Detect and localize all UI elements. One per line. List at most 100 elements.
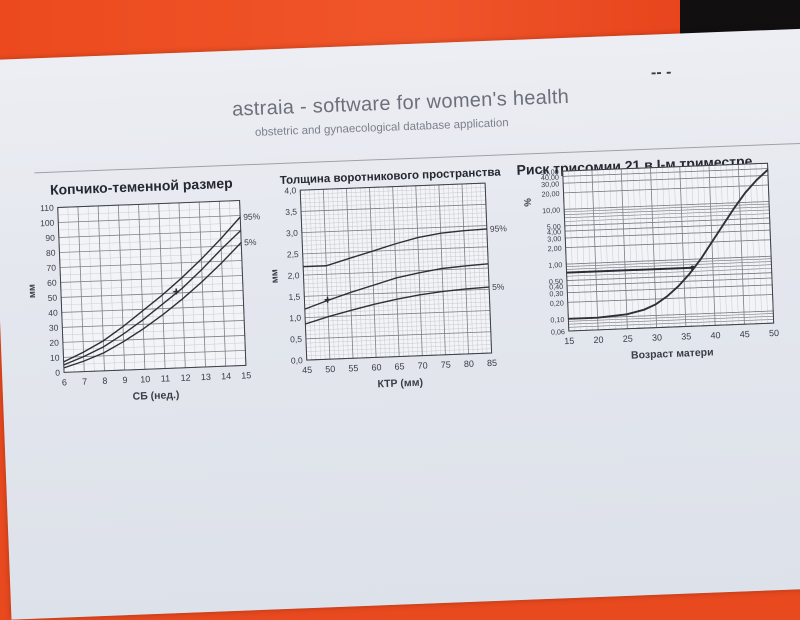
y-gridline (62, 320, 245, 328)
series-label: 95% (490, 223, 508, 234)
x-tick-label: 30 (652, 332, 662, 342)
x-axis-label: СБ (нед.) (132, 389, 179, 403)
minor-gridline (685, 166, 692, 327)
y-tick-label: 0,0 (291, 355, 303, 365)
minor-gridline (597, 169, 605, 330)
minor-gridline (615, 169, 622, 329)
x-gridline (117, 205, 126, 371)
y-tick-label: 50 (48, 293, 58, 303)
x-gridline (178, 202, 186, 368)
x-tick-label: 15 (564, 336, 574, 346)
x-tick-label: 9 (122, 375, 127, 385)
log-gridline (566, 261, 772, 270)
series-label: 95% (243, 211, 261, 222)
series-line-3 (63, 242, 242, 369)
chart1-frame (57, 200, 247, 373)
patient-marker (173, 288, 180, 295)
x-tick-label: 55 (348, 363, 358, 373)
minor-gridline (148, 204, 156, 369)
y-gridline (301, 225, 487, 234)
x-tick-label: 20 (593, 335, 603, 345)
y-tick-label: 1,0 (289, 313, 301, 323)
y-tick-label: 0,5 (290, 334, 302, 344)
x-tick-label: 12 (180, 373, 190, 383)
y-tick-label: 10 (50, 353, 60, 363)
y-gridline (60, 275, 243, 283)
log-gridline (564, 209, 770, 219)
x-tick-label: 40 (710, 330, 720, 340)
x-tick-label: 14 (221, 371, 231, 381)
y-gridline (59, 245, 242, 253)
minor-gridline (580, 170, 587, 331)
y-gridline (58, 215, 241, 223)
x-tick-label: 7 (82, 377, 87, 387)
x-gridline (198, 202, 206, 367)
y-tick-label: 0 (55, 368, 60, 378)
y-gridline (305, 331, 491, 340)
minor-gridline (188, 202, 196, 368)
minor-gridline (661, 167, 669, 328)
y-gridline (301, 203, 486, 212)
minor-gridline (726, 164, 733, 325)
y-gridline (58, 230, 241, 238)
log-gridline (568, 315, 774, 325)
y-gridline (565, 239, 771, 249)
x-gridline (77, 206, 85, 372)
x-tick-label: 65 (394, 361, 404, 371)
x-gridline (591, 169, 599, 330)
y-tick-label: 20 (49, 338, 59, 348)
y-gridline (563, 184, 769, 194)
y-tick-label: 2,0 (287, 270, 299, 280)
x-gridline (708, 165, 716, 326)
minor-gridline (609, 169, 616, 330)
x-axis-label: КТР (мм) (377, 377, 423, 391)
log-gridline (568, 313, 774, 322)
x-tick-label: 10 (140, 374, 150, 384)
x-tick-label: 60 (371, 362, 381, 372)
y-tick-label: 30 (49, 323, 59, 333)
x-tick-label: 35 (681, 331, 691, 341)
minor-gridline (638, 168, 646, 329)
risk-reference-line (566, 266, 693, 274)
x-gridline (737, 164, 745, 325)
minor-gridline (667, 167, 675, 327)
chart3-frame (562, 162, 775, 332)
minor-gridline (128, 204, 136, 370)
printed-sheet: astraia - software for women's health ob… (0, 28, 800, 620)
x-tick-label: 13 (201, 372, 211, 382)
x-gridline (620, 168, 628, 329)
y-gridline (564, 217, 770, 227)
minor-gridline (585, 170, 593, 331)
y-tick-label: 3,00 (547, 234, 561, 244)
minor-gridline (714, 165, 722, 326)
minor-gridline (644, 167, 651, 328)
x-gridline (650, 167, 658, 328)
y-gridline (62, 335, 245, 343)
series-line-1 (63, 216, 241, 363)
x-tick-label: 45 (740, 329, 750, 339)
y-tick-label: 30,00 (541, 179, 559, 189)
series-line-2 (63, 229, 242, 366)
series-label: 5% (492, 282, 505, 292)
minor-gridline (603, 169, 611, 330)
minor-gridline (720, 165, 728, 325)
minor-gridline (673, 166, 681, 327)
minor-gridline (697, 165, 704, 326)
x-tick-label: 15 (241, 370, 251, 380)
y-tick-label: 80 (46, 248, 56, 258)
x-tick-label: 80 (464, 359, 474, 369)
y-tick-label: 0,40 (549, 282, 563, 292)
x-tick-label: 45 (302, 365, 312, 375)
y-tick-label: 0,50 (549, 277, 563, 287)
y-gridline (305, 310, 490, 318)
y-tick-label: 100 (40, 218, 55, 229)
x-gridline (138, 204, 146, 370)
y-gridline (566, 272, 772, 281)
y-tick-label: 40 (48, 308, 58, 318)
y-tick-label: 60 (47, 278, 57, 288)
y-gridline (567, 284, 773, 294)
y-axis-label: % (523, 197, 534, 206)
y-gridline (60, 260, 242, 268)
y-tick-label: 1,5 (288, 292, 300, 302)
minor-gridline (67, 207, 75, 373)
